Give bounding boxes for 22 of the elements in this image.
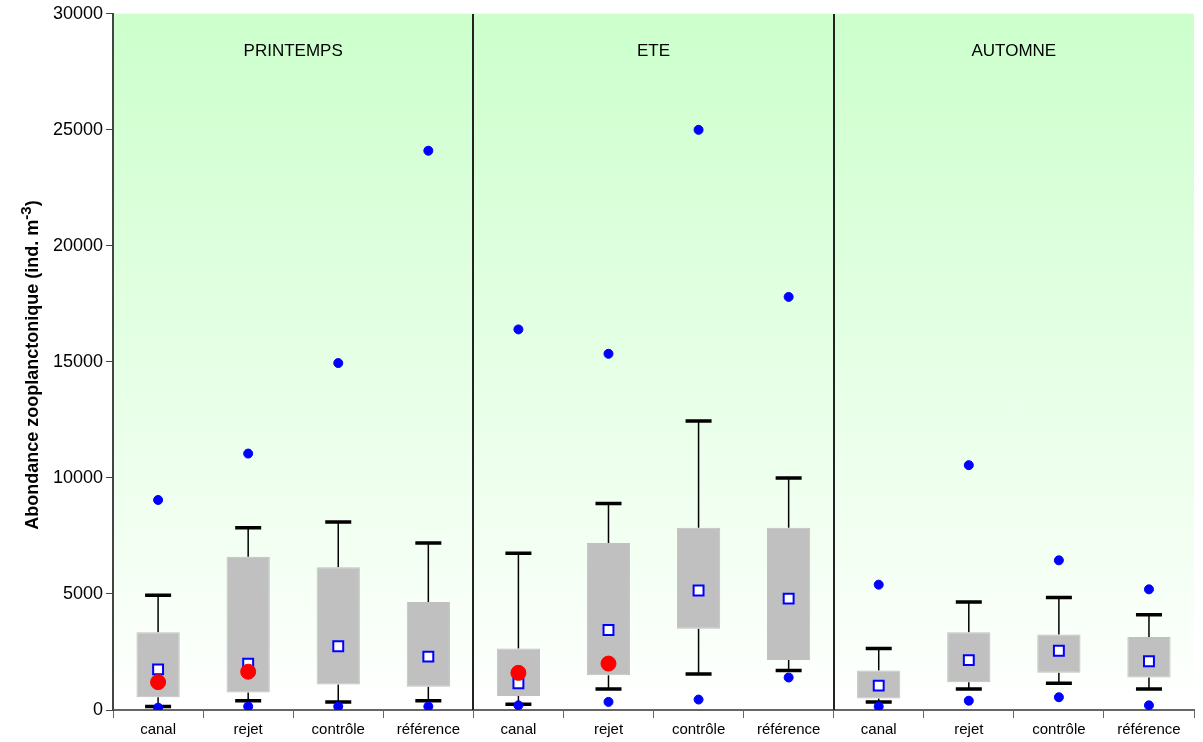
- annotation: AUTOMNE: [971, 41, 1057, 61]
- x-tick-label: contrôle: [311, 720, 365, 738]
- y-tick-label: 20000: [52, 234, 104, 255]
- x-tick-label: contrôle: [1032, 720, 1086, 738]
- x-tick-label: canal: [140, 720, 177, 738]
- x-tick-label: rejet: [593, 720, 624, 738]
- y-tick-label: 15000: [52, 350, 104, 371]
- annotation: ETE: [637, 41, 671, 61]
- x-tick-label: référence: [1117, 720, 1181, 738]
- annotation: PRINTEMPS: [243, 41, 343, 61]
- y-tick-label: 5000: [63, 582, 104, 603]
- x-tick-label: canal: [860, 720, 897, 738]
- x-tick-label: référence: [396, 720, 461, 738]
- y-tick-label: 30000: [52, 2, 104, 23]
- y-tick-label: 10000: [52, 466, 104, 487]
- x-tick-label: canal: [500, 720, 537, 738]
- x-tick-label: rejet: [954, 720, 985, 738]
- x-tick-label: rejet: [233, 720, 264, 738]
- y-tick-label: 0: [93, 698, 104, 719]
- x-tick-label: référence: [756, 720, 821, 738]
- x-tick-label: contrôle: [671, 720, 726, 738]
- y-tick-label: 25000: [52, 118, 104, 139]
